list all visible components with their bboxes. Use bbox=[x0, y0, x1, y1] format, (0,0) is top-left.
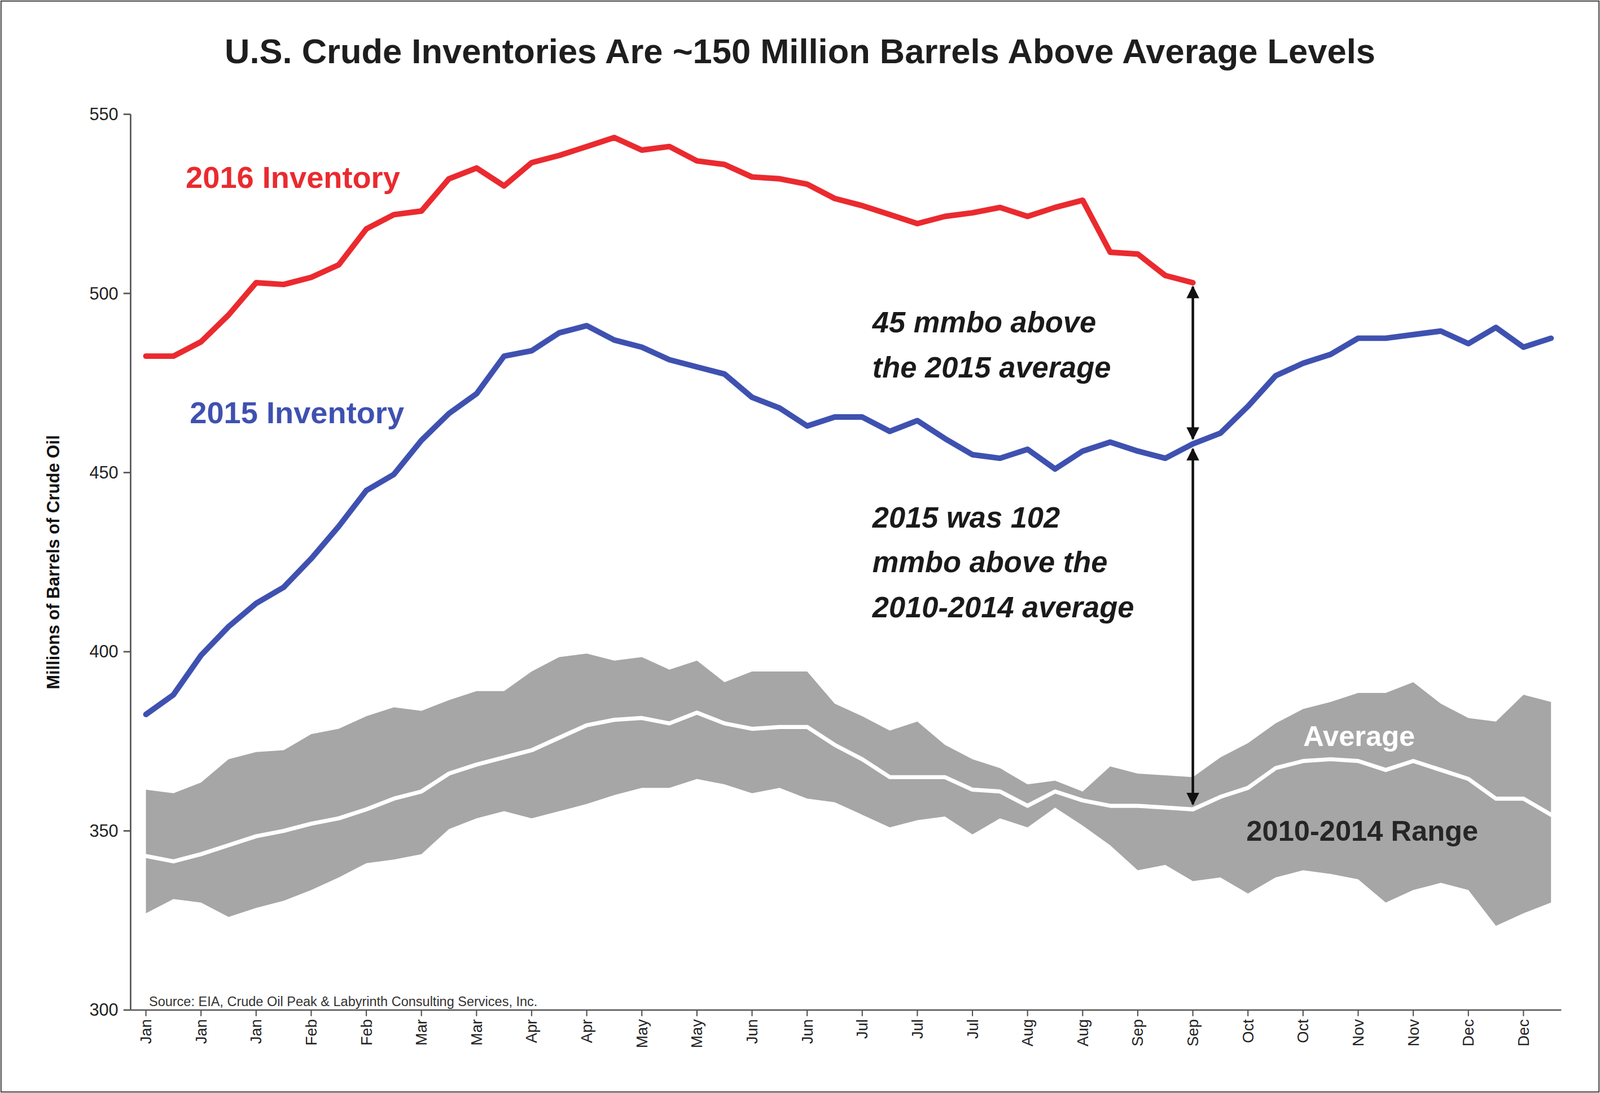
series-label: 2016 Inventory bbox=[185, 160, 401, 195]
source: Source: EIA, Crude Oil Peak & Labyrinth … bbox=[148, 994, 538, 1010]
y-tick bbox=[123, 113, 131, 116]
series-line bbox=[146, 325, 1552, 715]
x-tick bbox=[1027, 1010, 1029, 1017]
y-tick bbox=[123, 651, 131, 653]
x-tick-label: Jan bbox=[247, 1019, 265, 1045]
x-tick-label: Aug bbox=[1018, 1019, 1037, 1047]
x-tick bbox=[1302, 1010, 1304, 1017]
x-tick bbox=[200, 1010, 202, 1017]
x-tick bbox=[586, 1010, 588, 1017]
x-tick bbox=[696, 1010, 698, 1017]
annotation: 45 mmbo above bbox=[871, 305, 1097, 339]
x-tick-label: Jul bbox=[908, 1019, 927, 1040]
x-tick bbox=[1081, 1010, 1084, 1017]
x-tick-label: Apr bbox=[522, 1019, 541, 1043]
y-axis-label: Millions of Barrels of Crude Oil bbox=[43, 435, 64, 690]
x-tick bbox=[861, 1010, 863, 1017]
x-tick bbox=[475, 1010, 477, 1017]
series-line bbox=[146, 137, 1194, 357]
y-tick-label: 350 bbox=[89, 821, 118, 841]
series-line bbox=[146, 712, 1552, 862]
x-tick-label: Sep bbox=[1184, 1019, 1202, 1047]
x-tick bbox=[310, 1010, 312, 1017]
x-tick-label: Jan bbox=[137, 1019, 155, 1045]
x-tick-label: Oct bbox=[1294, 1019, 1312, 1044]
y-axis bbox=[129, 114, 132, 1011]
x-tick-label: Dec bbox=[1459, 1019, 1477, 1047]
x-tick bbox=[1467, 1010, 1470, 1017]
x-tick-label: Dec bbox=[1514, 1019, 1533, 1047]
x-tick bbox=[531, 1010, 533, 1017]
x-tick-label: Apr bbox=[577, 1019, 596, 1043]
y-tick bbox=[123, 1009, 131, 1012]
x-tick bbox=[145, 1010, 147, 1017]
x-tick-label: May bbox=[633, 1019, 651, 1049]
x-tick-label: Jan bbox=[192, 1019, 210, 1045]
x-tick-label: Aug bbox=[1074, 1019, 1092, 1047]
x-tick bbox=[806, 1010, 808, 1017]
annotation: mmbo above the bbox=[872, 545, 1108, 579]
annotation: 2010-2014 average bbox=[871, 590, 1134, 624]
x-tick-label: Feb bbox=[302, 1019, 320, 1046]
x-tick bbox=[971, 1010, 973, 1017]
x-tick bbox=[1137, 1010, 1139, 1017]
x-tick bbox=[1247, 1010, 1249, 1017]
x-tick-label: Jun bbox=[743, 1019, 761, 1045]
x-tick bbox=[365, 1010, 367, 1017]
y-tick-label: 400 bbox=[89, 641, 118, 662]
series-label: 2010-2014 Range bbox=[1246, 814, 1479, 848]
arrow bbox=[1191, 449, 1195, 805]
x-tick-label: Jun bbox=[798, 1019, 817, 1045]
x-tick bbox=[1412, 1010, 1414, 1017]
x-tick-label: Mar bbox=[412, 1019, 431, 1046]
x-tick bbox=[751, 1010, 753, 1017]
x-tick-label: Oct bbox=[1239, 1019, 1257, 1044]
y-tick-label: 450 bbox=[89, 462, 118, 483]
y-tick-label: 500 bbox=[89, 283, 118, 304]
arrow bbox=[1191, 286, 1195, 439]
x-tick-label: Sep bbox=[1128, 1019, 1147, 1047]
chart: U.S. Crude Inventories Are ~150 Million … bbox=[0, 0, 1600, 1093]
y-tick bbox=[123, 292, 131, 295]
series-label: Average bbox=[1303, 720, 1415, 753]
series-label: 2015 Inventory bbox=[189, 395, 405, 430]
x-tick-label: Mar bbox=[467, 1019, 486, 1046]
x-tick-label: Nov bbox=[1404, 1019, 1423, 1047]
x-tick-label: Nov bbox=[1349, 1019, 1367, 1047]
x-tick bbox=[916, 1010, 918, 1017]
x-tick-label: Jul bbox=[853, 1019, 871, 1040]
plot bbox=[146, 137, 1552, 927]
annotation: the 2015 average bbox=[872, 351, 1112, 384]
y-tick-label: 300 bbox=[89, 1000, 118, 1020]
x-tick bbox=[255, 1010, 257, 1017]
frame bbox=[1, 1, 1599, 1093]
x-tick bbox=[641, 1010, 643, 1017]
x-tick bbox=[1357, 1010, 1359, 1017]
annotation: 2015 was 102 bbox=[871, 501, 1060, 534]
y-tick-label: 550 bbox=[89, 104, 118, 125]
range-band bbox=[146, 653, 1552, 927]
x-tick bbox=[1522, 1010, 1524, 1017]
title: U.S. Crude Inventories Are ~150 Million … bbox=[224, 31, 1376, 71]
x-tick bbox=[421, 1010, 423, 1017]
x-tick-label: Feb bbox=[357, 1019, 376, 1046]
x-axis bbox=[130, 1009, 1562, 1012]
x-tick bbox=[1192, 1010, 1194, 1017]
x-tick-label: May bbox=[687, 1019, 706, 1049]
y-tick bbox=[123, 830, 131, 832]
y-tick bbox=[123, 471, 131, 474]
x-tick-label: Jul bbox=[963, 1019, 982, 1040]
